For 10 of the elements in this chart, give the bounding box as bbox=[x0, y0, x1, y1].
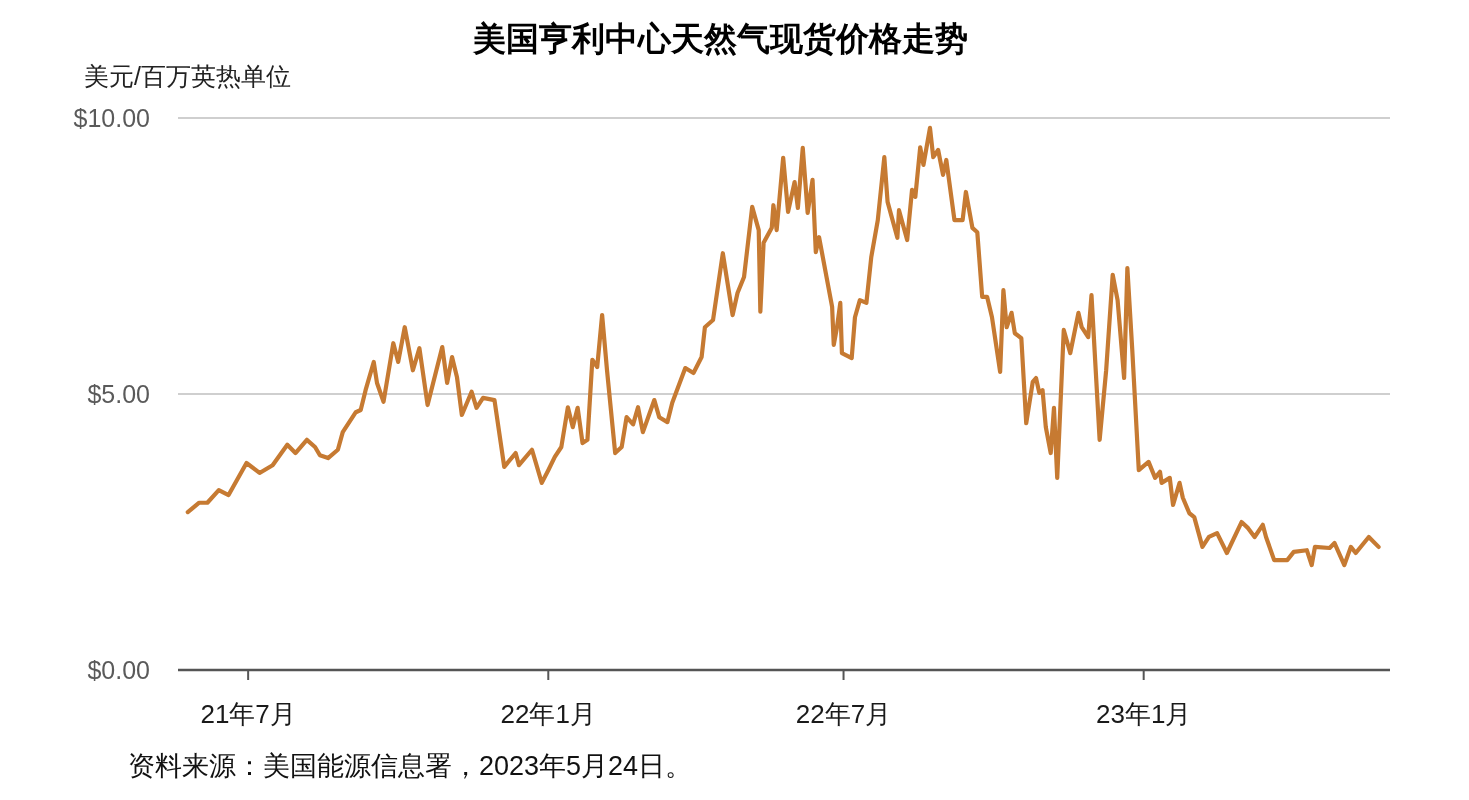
x-tick-label: 22年7月 bbox=[795, 699, 892, 729]
chart-title: 美国亨利中心天然气现货价格走势 bbox=[471, 20, 968, 57]
x-tick-label: 21年7月 bbox=[200, 699, 296, 729]
y-tick-label: $0.00 bbox=[87, 656, 150, 684]
y-tick-label: $10.00 bbox=[73, 104, 150, 132]
text: 资料来源：美国能源信息署，2023年5月24日。 bbox=[128, 751, 693, 781]
x-tick-label: 22年1月 bbox=[500, 699, 596, 729]
y-axis-title: 美元/百万英热单位 bbox=[84, 62, 291, 90]
x-tick-label: 23年1月 bbox=[1095, 699, 1192, 729]
y-tick-label: $5.00 bbox=[87, 380, 150, 408]
